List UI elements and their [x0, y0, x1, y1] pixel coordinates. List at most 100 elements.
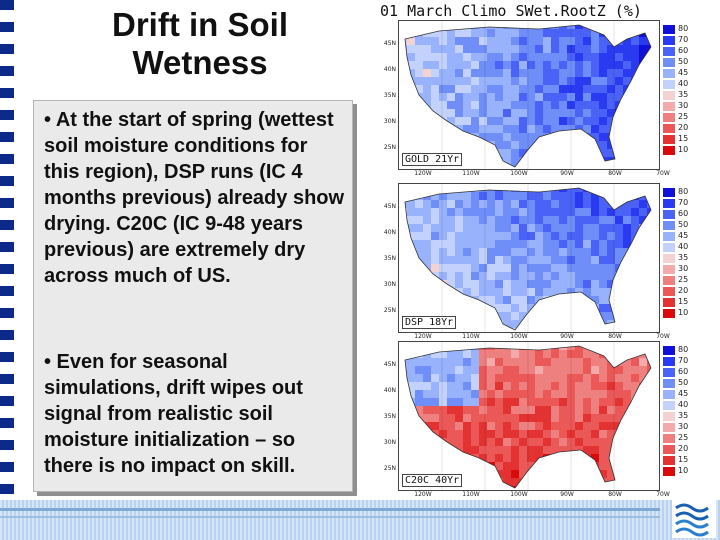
latitude-tick-label: 40N: [383, 66, 396, 73]
legend-entry: 20: [663, 444, 699, 455]
legend-value: 25: [678, 275, 689, 284]
longitude-tick-label: 100W: [510, 333, 528, 340]
latitude-tick-label: 35N: [383, 413, 396, 420]
legend-value: 35: [678, 253, 689, 262]
legend-entry: 40: [663, 400, 699, 411]
legend-swatch: [663, 287, 675, 296]
legend-value: 70: [678, 356, 689, 365]
coastline-outline: [404, 24, 652, 168]
legend-swatch: [663, 434, 675, 443]
legend-swatch: [663, 232, 675, 241]
panel-label: DSP 18Yr: [402, 316, 457, 329]
legend-swatch: [663, 445, 675, 454]
bullet-text-box: • At the start of spring (wettest soil m…: [33, 100, 353, 492]
latitude-tick-label: 25N: [383, 307, 396, 314]
legend-entry: 60: [663, 46, 699, 57]
legend-entry: 20: [663, 286, 699, 297]
bullet-point-1: • At the start of spring (wettest soil m…: [44, 109, 345, 287]
legend-swatch: [663, 124, 675, 133]
legend-entry: 40: [663, 242, 699, 253]
legend-swatch: [663, 357, 675, 366]
legend-swatch: [663, 36, 675, 45]
legend-value: 50: [678, 378, 689, 387]
latitude-tick-label: 45N: [383, 203, 396, 210]
legend-value: 20: [678, 286, 689, 295]
legend-value: 40: [678, 400, 689, 409]
legend-swatch: [663, 58, 675, 67]
map-field: [404, 21, 652, 169]
longitude-tick-label: 90W: [560, 491, 574, 498]
legend-entry: 15: [663, 134, 699, 145]
color-legend: 80 70 60 50 45 40 35 30 25 20 15 10: [663, 24, 699, 158]
longitude-tick-label: 90W: [560, 333, 574, 340]
latitude-tick-label: 45N: [383, 40, 396, 47]
legend-value: 15: [678, 455, 689, 464]
legend-entry: 50: [663, 220, 699, 231]
legend-swatch: [663, 80, 675, 89]
legend-swatch: [663, 467, 675, 476]
legend-entry: 25: [663, 112, 699, 123]
legend-entry: 70: [663, 198, 699, 209]
legend-value: 15: [678, 297, 689, 306]
legend-swatch: [663, 102, 675, 111]
legend-value: 80: [678, 24, 689, 33]
legend-swatch: [663, 254, 675, 263]
legend-value: 50: [678, 57, 689, 66]
longitude-tick-label: 80W: [608, 491, 622, 498]
legend-swatch: [663, 47, 675, 56]
legend-swatch: [663, 91, 675, 100]
longitude-tick-label: 120W: [414, 333, 432, 340]
legend-value: 70: [678, 198, 689, 207]
legend-entry: 15: [663, 297, 699, 308]
left-decorative-bar: [0, 0, 14, 540]
legend-swatch: [663, 210, 675, 219]
latitude-tick-label: 35N: [383, 255, 396, 262]
legend-swatch: [663, 276, 675, 285]
legend-entry: 45: [663, 231, 699, 242]
map-panel-c20c: C20C 40Yr 45N 40N 35N 30N 25N 120W 110W 100W 90W 8…: [360, 341, 700, 498]
legend-entry: 70: [663, 356, 699, 367]
map-frame: [398, 20, 660, 170]
legend-value: 10: [678, 145, 689, 154]
map-field: [404, 342, 652, 490]
latitude-tick-label: 30N: [383, 281, 396, 288]
legend-value: 20: [678, 123, 689, 132]
figure-title: 01 March Climo SWet.RootZ (%): [380, 2, 642, 20]
longitude-tick-label: 70W: [656, 333, 670, 340]
coastline-outline: [404, 187, 652, 331]
color-legend: 80 70 60 50 45 40 35 30 25 20 15 10: [663, 345, 699, 479]
legend-swatch: [663, 221, 675, 230]
legend-value: 30: [678, 422, 689, 431]
waves-logo-icon: [672, 496, 716, 538]
map-panel-gold: GOLD 21Yr 45N 40N 35N 30N 25N 120W 110W 100W 90W 8…: [360, 20, 700, 177]
legend-swatch: [663, 423, 675, 432]
legend-value: 70: [678, 35, 689, 44]
coastline-outline: [404, 345, 652, 489]
legend-entry: 10: [663, 145, 699, 156]
longitude-tick-label: 120W: [414, 170, 432, 177]
legend-value: 80: [678, 187, 689, 196]
legend-value: 60: [678, 367, 689, 376]
map-frame: [398, 183, 660, 333]
legend-swatch: [663, 243, 675, 252]
legend-swatch: [663, 401, 675, 410]
legend-entry: 45: [663, 68, 699, 79]
legend-swatch: [663, 69, 675, 78]
map-field: [404, 184, 652, 332]
legend-value: 45: [678, 389, 689, 398]
panel-label: GOLD 21Yr: [402, 153, 463, 166]
legend-value: 30: [678, 101, 689, 110]
footer-divider: [0, 508, 660, 511]
legend-value: 15: [678, 134, 689, 143]
map-panel-dsp: DSP 18Yr 45N 40N 35N 30N 25N 120W 110W 100W 90W 80…: [360, 183, 700, 340]
longitude-tick-label: 80W: [608, 170, 622, 177]
legend-entry: 30: [663, 101, 699, 112]
legend-value: 35: [678, 411, 689, 420]
legend-swatch: [663, 146, 675, 155]
legend-swatch: [663, 309, 675, 318]
slide-title: Drift in Soil Wetness: [112, 6, 288, 81]
bullet-point-2: • Even for seasonal simulations, drift w…: [44, 351, 303, 477]
legend-entry: 70: [663, 35, 699, 46]
legend-value: 80: [678, 345, 689, 354]
latitude-tick-label: 35N: [383, 92, 396, 99]
